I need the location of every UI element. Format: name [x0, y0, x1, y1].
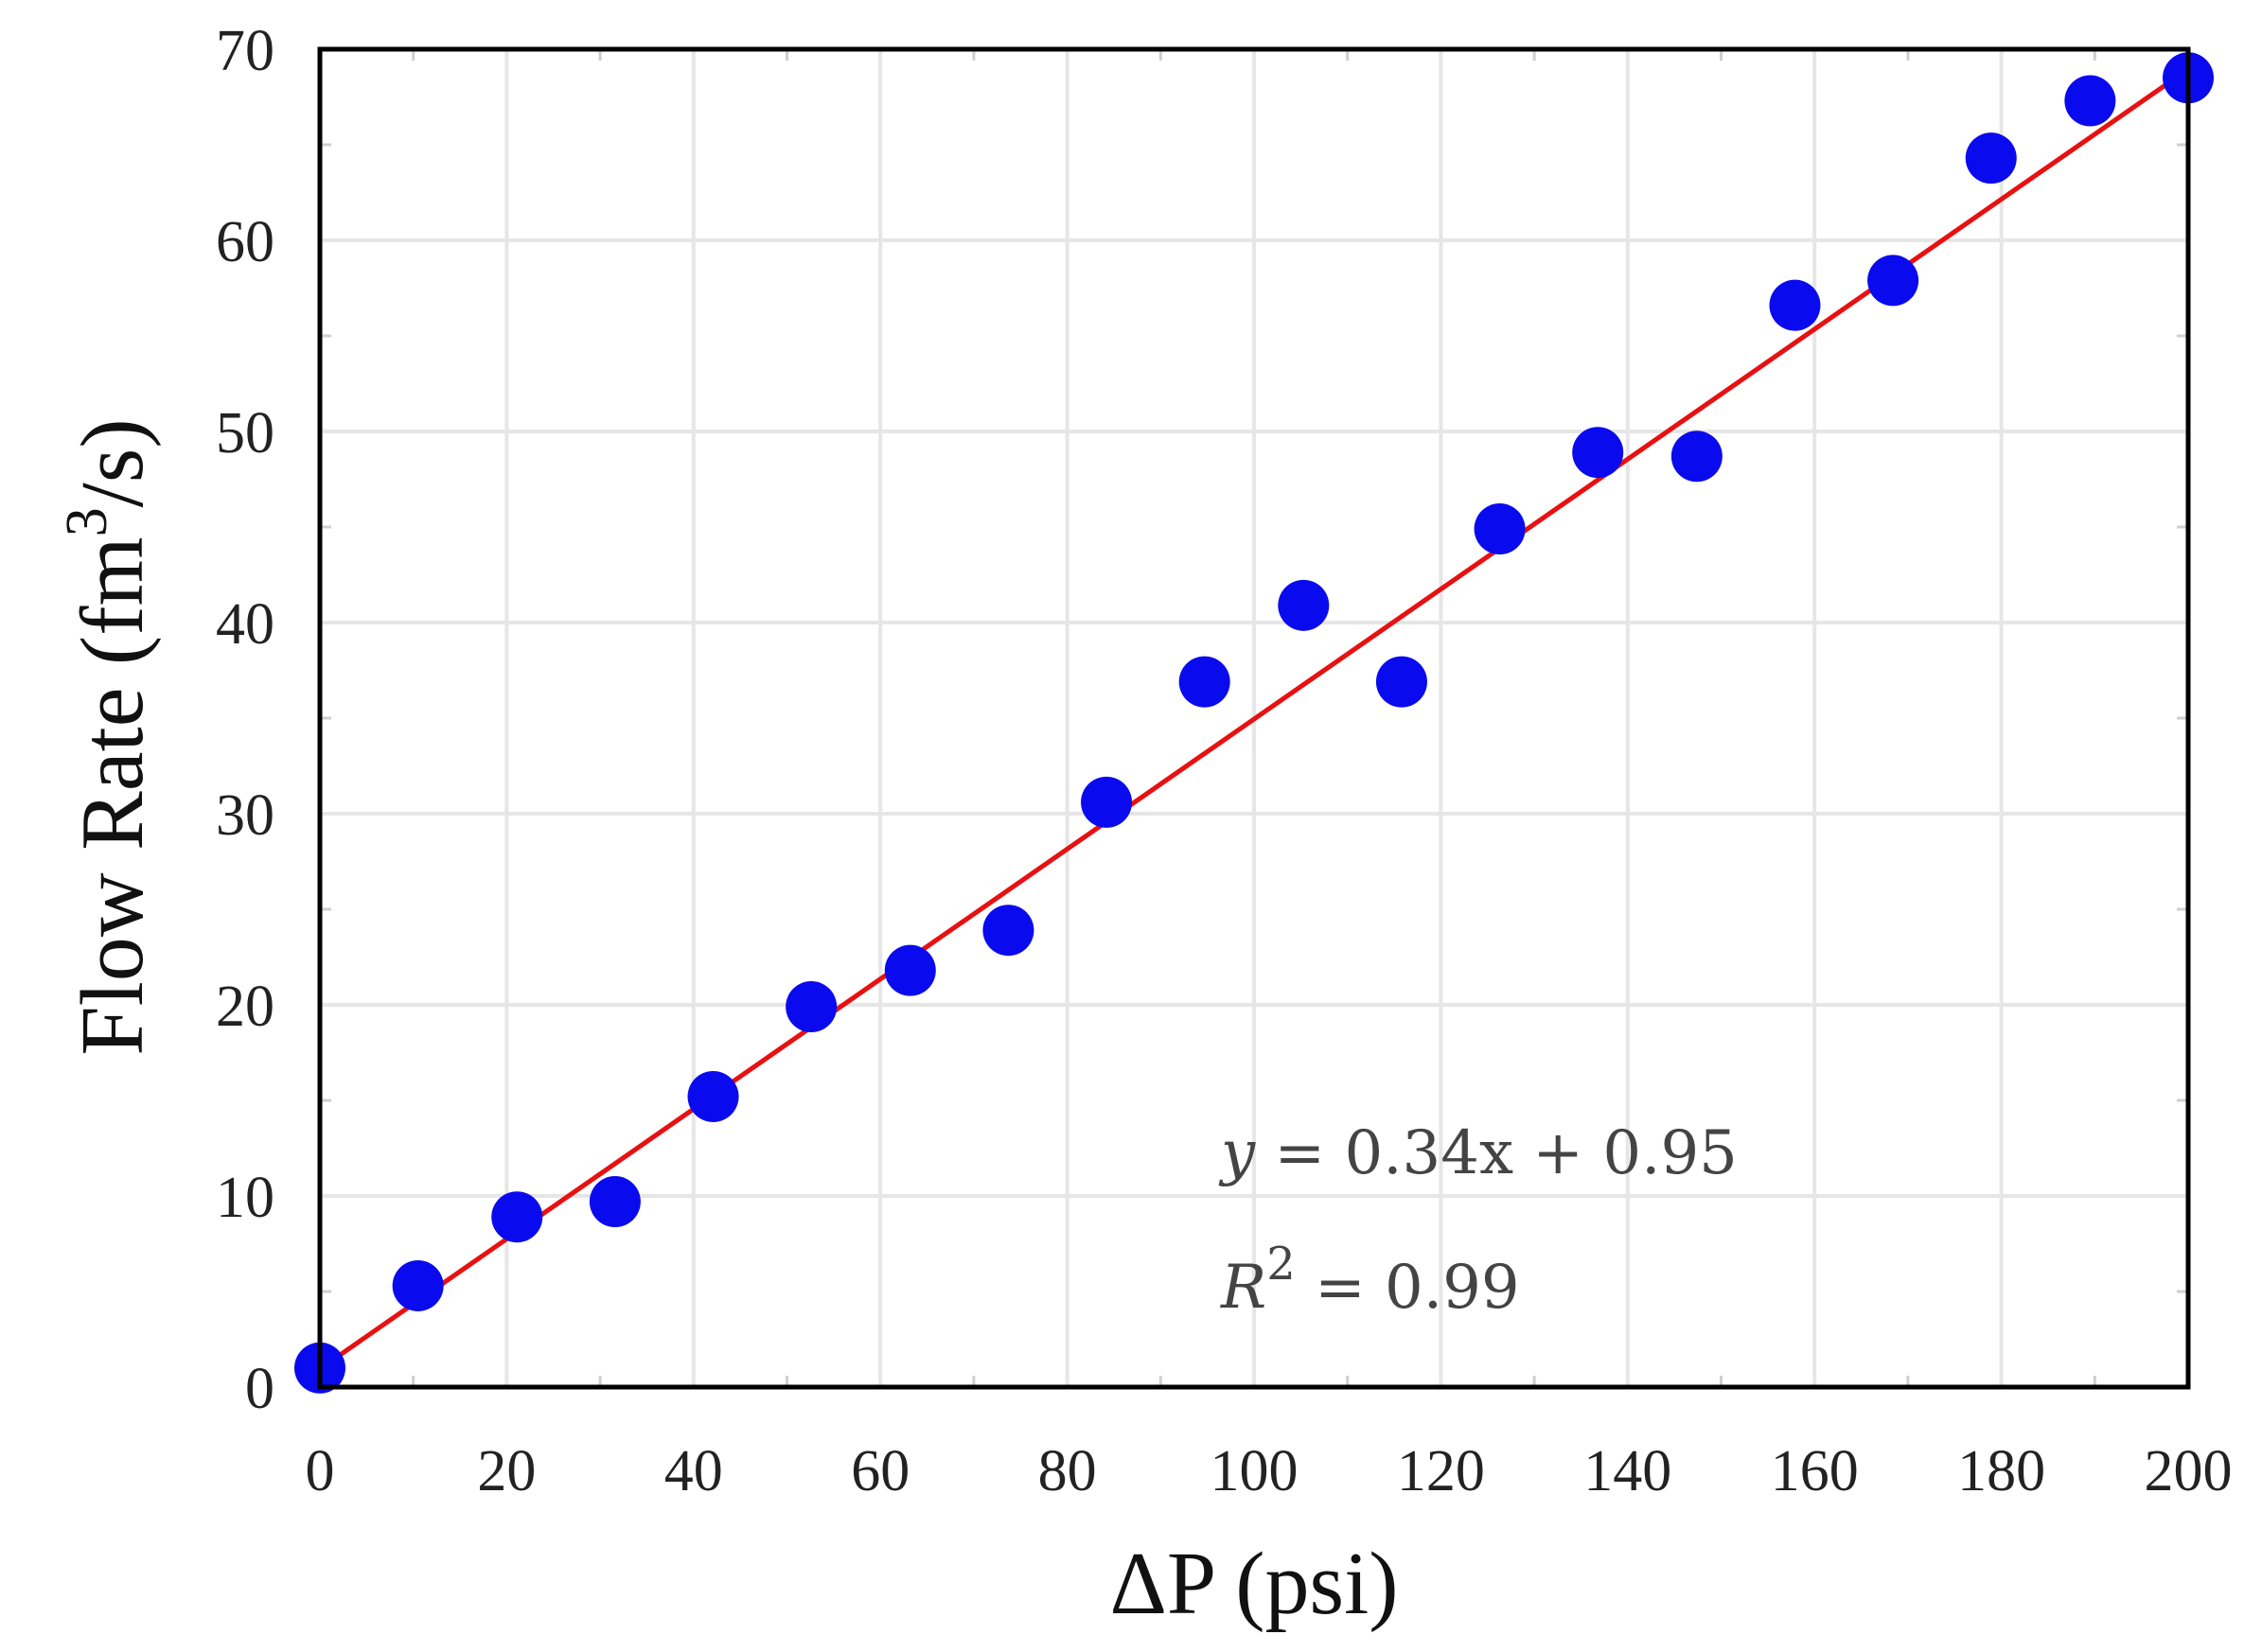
- data-point: [1769, 279, 1821, 331]
- y-axis-title: Flow Rate (fm3/s): [55, 418, 162, 1055]
- x-tick-label: 200: [2145, 1439, 2233, 1503]
- data-point: [2064, 75, 2116, 127]
- y-axis-title-superscript: 3: [55, 507, 119, 536]
- data-point: [1375, 656, 1427, 708]
- data-point: [589, 1176, 641, 1228]
- data-point: [1278, 579, 1330, 631]
- data-point: [884, 944, 936, 996]
- fit-equation: y = 0.34x + 0.95: [1218, 1118, 1738, 1188]
- data-point: [1965, 132, 2017, 185]
- x-tick-labels: 0 20 40 60 80 100 120 140 160 180 200: [306, 1439, 2233, 1503]
- data-point: [687, 1070, 739, 1122]
- fit-equation-lhs: y: [1218, 1118, 1256, 1188]
- x-tick-label: 120: [1397, 1439, 1485, 1503]
- y-tick-label: 60: [216, 210, 274, 274]
- data-point: [1572, 427, 1624, 479]
- y-axis-title-main: Flow Rate (fm: [63, 536, 162, 1055]
- x-tick-label: 180: [1957, 1439, 2045, 1503]
- x-tick-label: 160: [1771, 1439, 1859, 1503]
- data-point: [1081, 776, 1133, 828]
- y-tick-label: 50: [216, 401, 274, 466]
- x-tick-label: 60: [851, 1439, 910, 1503]
- y-axis-title-tail: /s): [63, 418, 162, 507]
- data-point: [786, 981, 838, 1033]
- data-point: [1474, 503, 1526, 555]
- r-squared-rhs: = 0.99: [1296, 1253, 1520, 1323]
- fit-equation-rhs: = 0.34x + 0.95: [1255, 1118, 1738, 1188]
- r-squared-superscript: 2: [1266, 1238, 1296, 1291]
- y-tick-label: 40: [216, 592, 274, 657]
- data-point: [491, 1191, 543, 1243]
- y-tick-labels: 0 10 20 30 40 50 60 70: [216, 19, 274, 1421]
- x-tick-label: 140: [1583, 1439, 1671, 1503]
- y-tick-label: 0: [245, 1357, 274, 1421]
- y-tick-label: 70: [216, 19, 274, 83]
- plot-frame: [317, 46, 2191, 1390]
- data-point: [982, 905, 1034, 957]
- x-tick-label: 0: [306, 1439, 335, 1503]
- y-tick-label: 30: [216, 783, 274, 848]
- data-point: [1670, 431, 1723, 483]
- data-point: [392, 1259, 444, 1311]
- data-point: [1178, 656, 1230, 708]
- data-points: [294, 52, 2214, 1394]
- r-squared-lhs: R: [1220, 1253, 1266, 1323]
- x-axis-title: ΔP (psi): [1109, 1535, 1398, 1633]
- x-tick-label: 40: [664, 1439, 723, 1503]
- minor-ticks: [320, 49, 2188, 1387]
- x-tick-label: 100: [1211, 1439, 1299, 1503]
- r-squared: R2 = 0.99: [1220, 1238, 1520, 1323]
- x-tick-label: 20: [477, 1439, 536, 1503]
- y-tick-label: 20: [216, 975, 274, 1039]
- y-tick-label: 10: [216, 1166, 274, 1230]
- x-tick-label: 80: [1038, 1439, 1097, 1503]
- data-point: [1867, 255, 1919, 307]
